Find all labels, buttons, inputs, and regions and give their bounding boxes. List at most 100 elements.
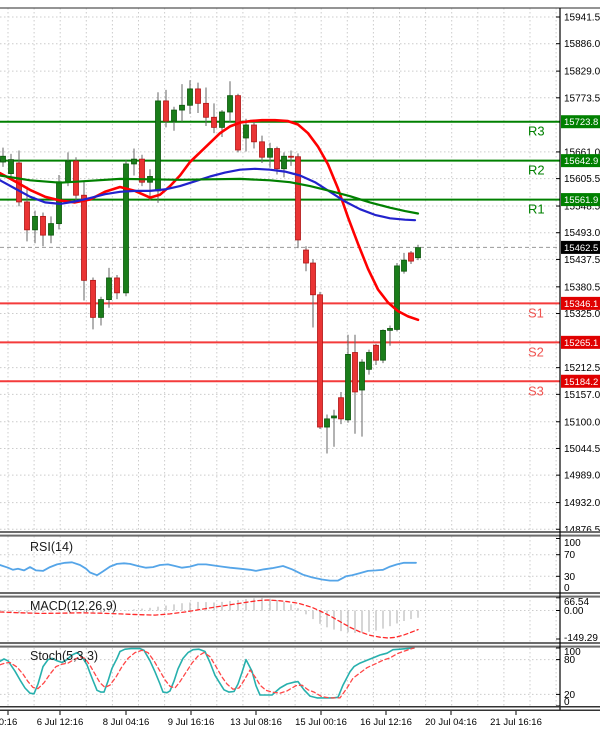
time-axis-label: 16 Jul 12:16 bbox=[360, 717, 412, 728]
macd-title: MACD(12,26,9) bbox=[30, 599, 117, 613]
candle bbox=[114, 275, 120, 300]
time-axis-label: 21 Jul 16:16 bbox=[490, 717, 542, 728]
candle-body-bull bbox=[179, 104, 185, 111]
pivot-levels: R3 15723.8 R2 15642.9 R1 15561.9 15462.5 S1 1534… bbox=[0, 115, 600, 398]
candle bbox=[259, 135, 265, 163]
candle-body-bear bbox=[24, 201, 30, 231]
rsi-lines bbox=[0, 561, 417, 582]
separator-rsi-macd-bot bbox=[0, 595, 600, 598]
price-axis-label: 14876.5 bbox=[564, 525, 600, 536]
time-axis-label: 9 Jul 16:16 bbox=[168, 717, 214, 728]
price-badge-S3 bbox=[561, 374, 600, 388]
candles bbox=[0, 80, 421, 454]
price-badge-R2 bbox=[561, 154, 600, 168]
candle-body-bull bbox=[380, 329, 386, 361]
candle-body-bear bbox=[352, 352, 358, 393]
candle-body-bull bbox=[219, 111, 225, 128]
price-badge-text-S1: 15346.1 bbox=[564, 299, 598, 310]
candle-body-bull bbox=[227, 95, 233, 113]
candle bbox=[73, 157, 79, 201]
price-axis-label: 15548.5 bbox=[564, 202, 600, 213]
candle bbox=[32, 210, 38, 244]
candle bbox=[373, 343, 379, 366]
macd-scale-label: -149.29 bbox=[564, 633, 598, 644]
candle bbox=[345, 334, 351, 423]
time-axis: 0:16 6 Jul 12:16 8 Jul 04:16 9 Jul 16:16 13 … bbox=[0, 711, 542, 728]
price-axis-label: 14989.0 bbox=[564, 471, 600, 482]
candle bbox=[227, 81, 233, 123]
time-axis-label: 8 Jul 04:16 bbox=[103, 717, 149, 728]
time-axis-label: 13 Jul 08:16 bbox=[230, 717, 282, 728]
stoch-scale-label: 20 bbox=[564, 690, 576, 701]
candle-body-bear bbox=[259, 141, 265, 158]
candle-body-bull bbox=[401, 259, 407, 272]
price-badge-S2 bbox=[561, 335, 600, 349]
candle bbox=[123, 159, 129, 297]
candle bbox=[203, 87, 209, 126]
candle bbox=[131, 148, 137, 176]
time-axis-label: 20 Jul 04:16 bbox=[425, 717, 477, 728]
price-axis-label: 15437.5 bbox=[564, 255, 600, 266]
stoch-scale-label: 0 bbox=[564, 697, 570, 708]
candle bbox=[0, 147, 6, 167]
candle bbox=[401, 252, 407, 274]
candle-body-bear bbox=[251, 124, 257, 143]
candle-body-bull bbox=[415, 247, 421, 259]
candle-body-bull bbox=[359, 361, 365, 391]
price-axis-label: 14932.0 bbox=[564, 498, 600, 509]
candle bbox=[281, 152, 287, 178]
price-badge-R3 bbox=[561, 115, 600, 129]
rsi-scale-label: 0 bbox=[564, 583, 570, 594]
candle bbox=[171, 106, 177, 131]
rsi-line bbox=[0, 561, 417, 582]
stoch-scale-label: 100 bbox=[564, 647, 581, 658]
stoch-lines bbox=[0, 647, 415, 699]
candle-body-bull bbox=[155, 100, 161, 192]
candle-body-bear bbox=[40, 215, 46, 236]
panel-separators bbox=[0, 7, 600, 711]
price-badge-S1 bbox=[561, 296, 600, 310]
candle-body-bear bbox=[274, 148, 280, 170]
candle-body-bull bbox=[366, 352, 372, 370]
candle bbox=[195, 82, 201, 113]
candle bbox=[324, 414, 330, 454]
rsi-scale-label: 30 bbox=[564, 572, 576, 583]
candle bbox=[187, 80, 193, 114]
candle-body-bull bbox=[98, 299, 104, 318]
candle-body-bull bbox=[267, 148, 273, 158]
candle bbox=[331, 409, 337, 447]
level-label-S2: S2 bbox=[528, 344, 544, 359]
candle-body-bear bbox=[73, 160, 79, 196]
candle-body-bear bbox=[114, 277, 120, 294]
candle bbox=[310, 259, 316, 328]
level-label-R1: R1 bbox=[528, 202, 545, 217]
price-axis-label: 15829.0 bbox=[564, 67, 600, 78]
price-badge-text-R2: 15642.9 bbox=[564, 156, 598, 167]
candle bbox=[8, 153, 14, 177]
price-badge-R1 bbox=[561, 193, 600, 207]
separator-main-rsi[interactable] bbox=[0, 531, 600, 533]
candle bbox=[394, 263, 400, 332]
candle bbox=[267, 142, 273, 168]
candle bbox=[211, 103, 217, 134]
macd-panel: 66.540.00 -149.29 MACD(12,26,9) bbox=[0, 597, 598, 644]
separator-rsi-macd-mid bbox=[0, 594, 600, 596]
candle bbox=[163, 89, 169, 128]
candle-body-bull bbox=[171, 109, 177, 122]
separator-rsi-macd[interactable] bbox=[0, 592, 600, 594]
separator-main-rsi-mid bbox=[0, 533, 600, 535]
stoch-title: Stoch(5,3,3) bbox=[30, 649, 98, 663]
candle-body-bear bbox=[373, 344, 379, 361]
separator-main-rsi-bot bbox=[0, 534, 600, 537]
price-badge-text-R1: 15561.9 bbox=[564, 195, 598, 206]
candle-body-bull bbox=[65, 160, 71, 183]
price-axis-label: 15886.0 bbox=[564, 39, 600, 50]
candle bbox=[40, 212, 46, 247]
candle bbox=[359, 359, 365, 437]
separator-macd-stoch[interactable] bbox=[0, 642, 600, 644]
price-axis-label: 15773.5 bbox=[564, 93, 600, 104]
